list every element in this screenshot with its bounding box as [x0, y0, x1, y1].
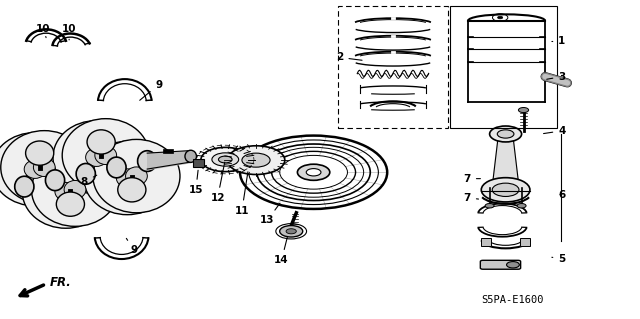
FancyBboxPatch shape	[481, 260, 521, 269]
Bar	[338, 6, 448, 128]
Ellipse shape	[53, 121, 140, 194]
Bar	[450, 6, 557, 128]
Bar	[481, 238, 492, 246]
Text: 7: 7	[463, 193, 479, 203]
Ellipse shape	[55, 182, 77, 201]
Text: 12: 12	[211, 162, 225, 203]
Circle shape	[212, 153, 239, 166]
Circle shape	[498, 16, 503, 19]
Text: 10: 10	[62, 24, 76, 40]
Circle shape	[481, 178, 530, 202]
Circle shape	[242, 153, 270, 167]
Text: 7: 7	[463, 174, 481, 184]
Circle shape	[286, 229, 296, 234]
Circle shape	[507, 262, 520, 268]
Circle shape	[280, 226, 303, 237]
Ellipse shape	[24, 160, 46, 178]
Ellipse shape	[22, 155, 109, 228]
Bar	[163, 149, 173, 153]
Text: 6: 6	[558, 189, 566, 200]
Circle shape	[485, 204, 494, 208]
Text: 15: 15	[189, 170, 203, 195]
Ellipse shape	[86, 148, 108, 167]
Text: 8: 8	[81, 175, 97, 187]
Circle shape	[298, 164, 330, 180]
Ellipse shape	[185, 150, 196, 162]
Text: 3: 3	[547, 71, 566, 82]
Circle shape	[517, 204, 526, 208]
Ellipse shape	[33, 158, 55, 176]
Circle shape	[307, 168, 321, 176]
Ellipse shape	[31, 153, 118, 226]
Circle shape	[518, 108, 529, 113]
Text: 13: 13	[260, 203, 280, 225]
Ellipse shape	[84, 141, 171, 215]
Text: 4: 4	[543, 126, 566, 136]
Ellipse shape	[26, 141, 54, 165]
Text: 1: 1	[552, 36, 566, 47]
Ellipse shape	[125, 167, 147, 185]
Text: 9: 9	[126, 238, 138, 256]
Circle shape	[218, 156, 232, 163]
Ellipse shape	[87, 130, 115, 154]
Bar	[193, 159, 204, 167]
Ellipse shape	[76, 164, 95, 184]
Ellipse shape	[116, 169, 138, 187]
Ellipse shape	[45, 170, 65, 191]
Ellipse shape	[1, 131, 88, 204]
Text: S5PA-E1600: S5PA-E1600	[481, 295, 543, 305]
Ellipse shape	[118, 178, 146, 202]
Text: 14: 14	[275, 237, 289, 265]
Text: FR.: FR.	[49, 276, 71, 288]
Ellipse shape	[107, 157, 126, 178]
Circle shape	[497, 130, 514, 138]
Ellipse shape	[138, 151, 157, 172]
Circle shape	[201, 147, 250, 172]
Ellipse shape	[64, 181, 86, 199]
Text: 10: 10	[36, 24, 51, 38]
Ellipse shape	[56, 192, 84, 216]
Text: 5: 5	[552, 254, 566, 264]
Ellipse shape	[93, 139, 180, 213]
Ellipse shape	[95, 146, 116, 165]
Bar	[520, 238, 530, 246]
Circle shape	[492, 183, 519, 197]
Polygon shape	[493, 139, 518, 182]
Circle shape	[490, 126, 522, 142]
Ellipse shape	[62, 119, 149, 192]
Text: 9: 9	[140, 79, 163, 100]
Text: 11: 11	[235, 172, 249, 216]
Circle shape	[227, 146, 285, 174]
Ellipse shape	[0, 133, 79, 206]
Text: 2: 2	[336, 52, 362, 63]
Ellipse shape	[15, 176, 34, 197]
